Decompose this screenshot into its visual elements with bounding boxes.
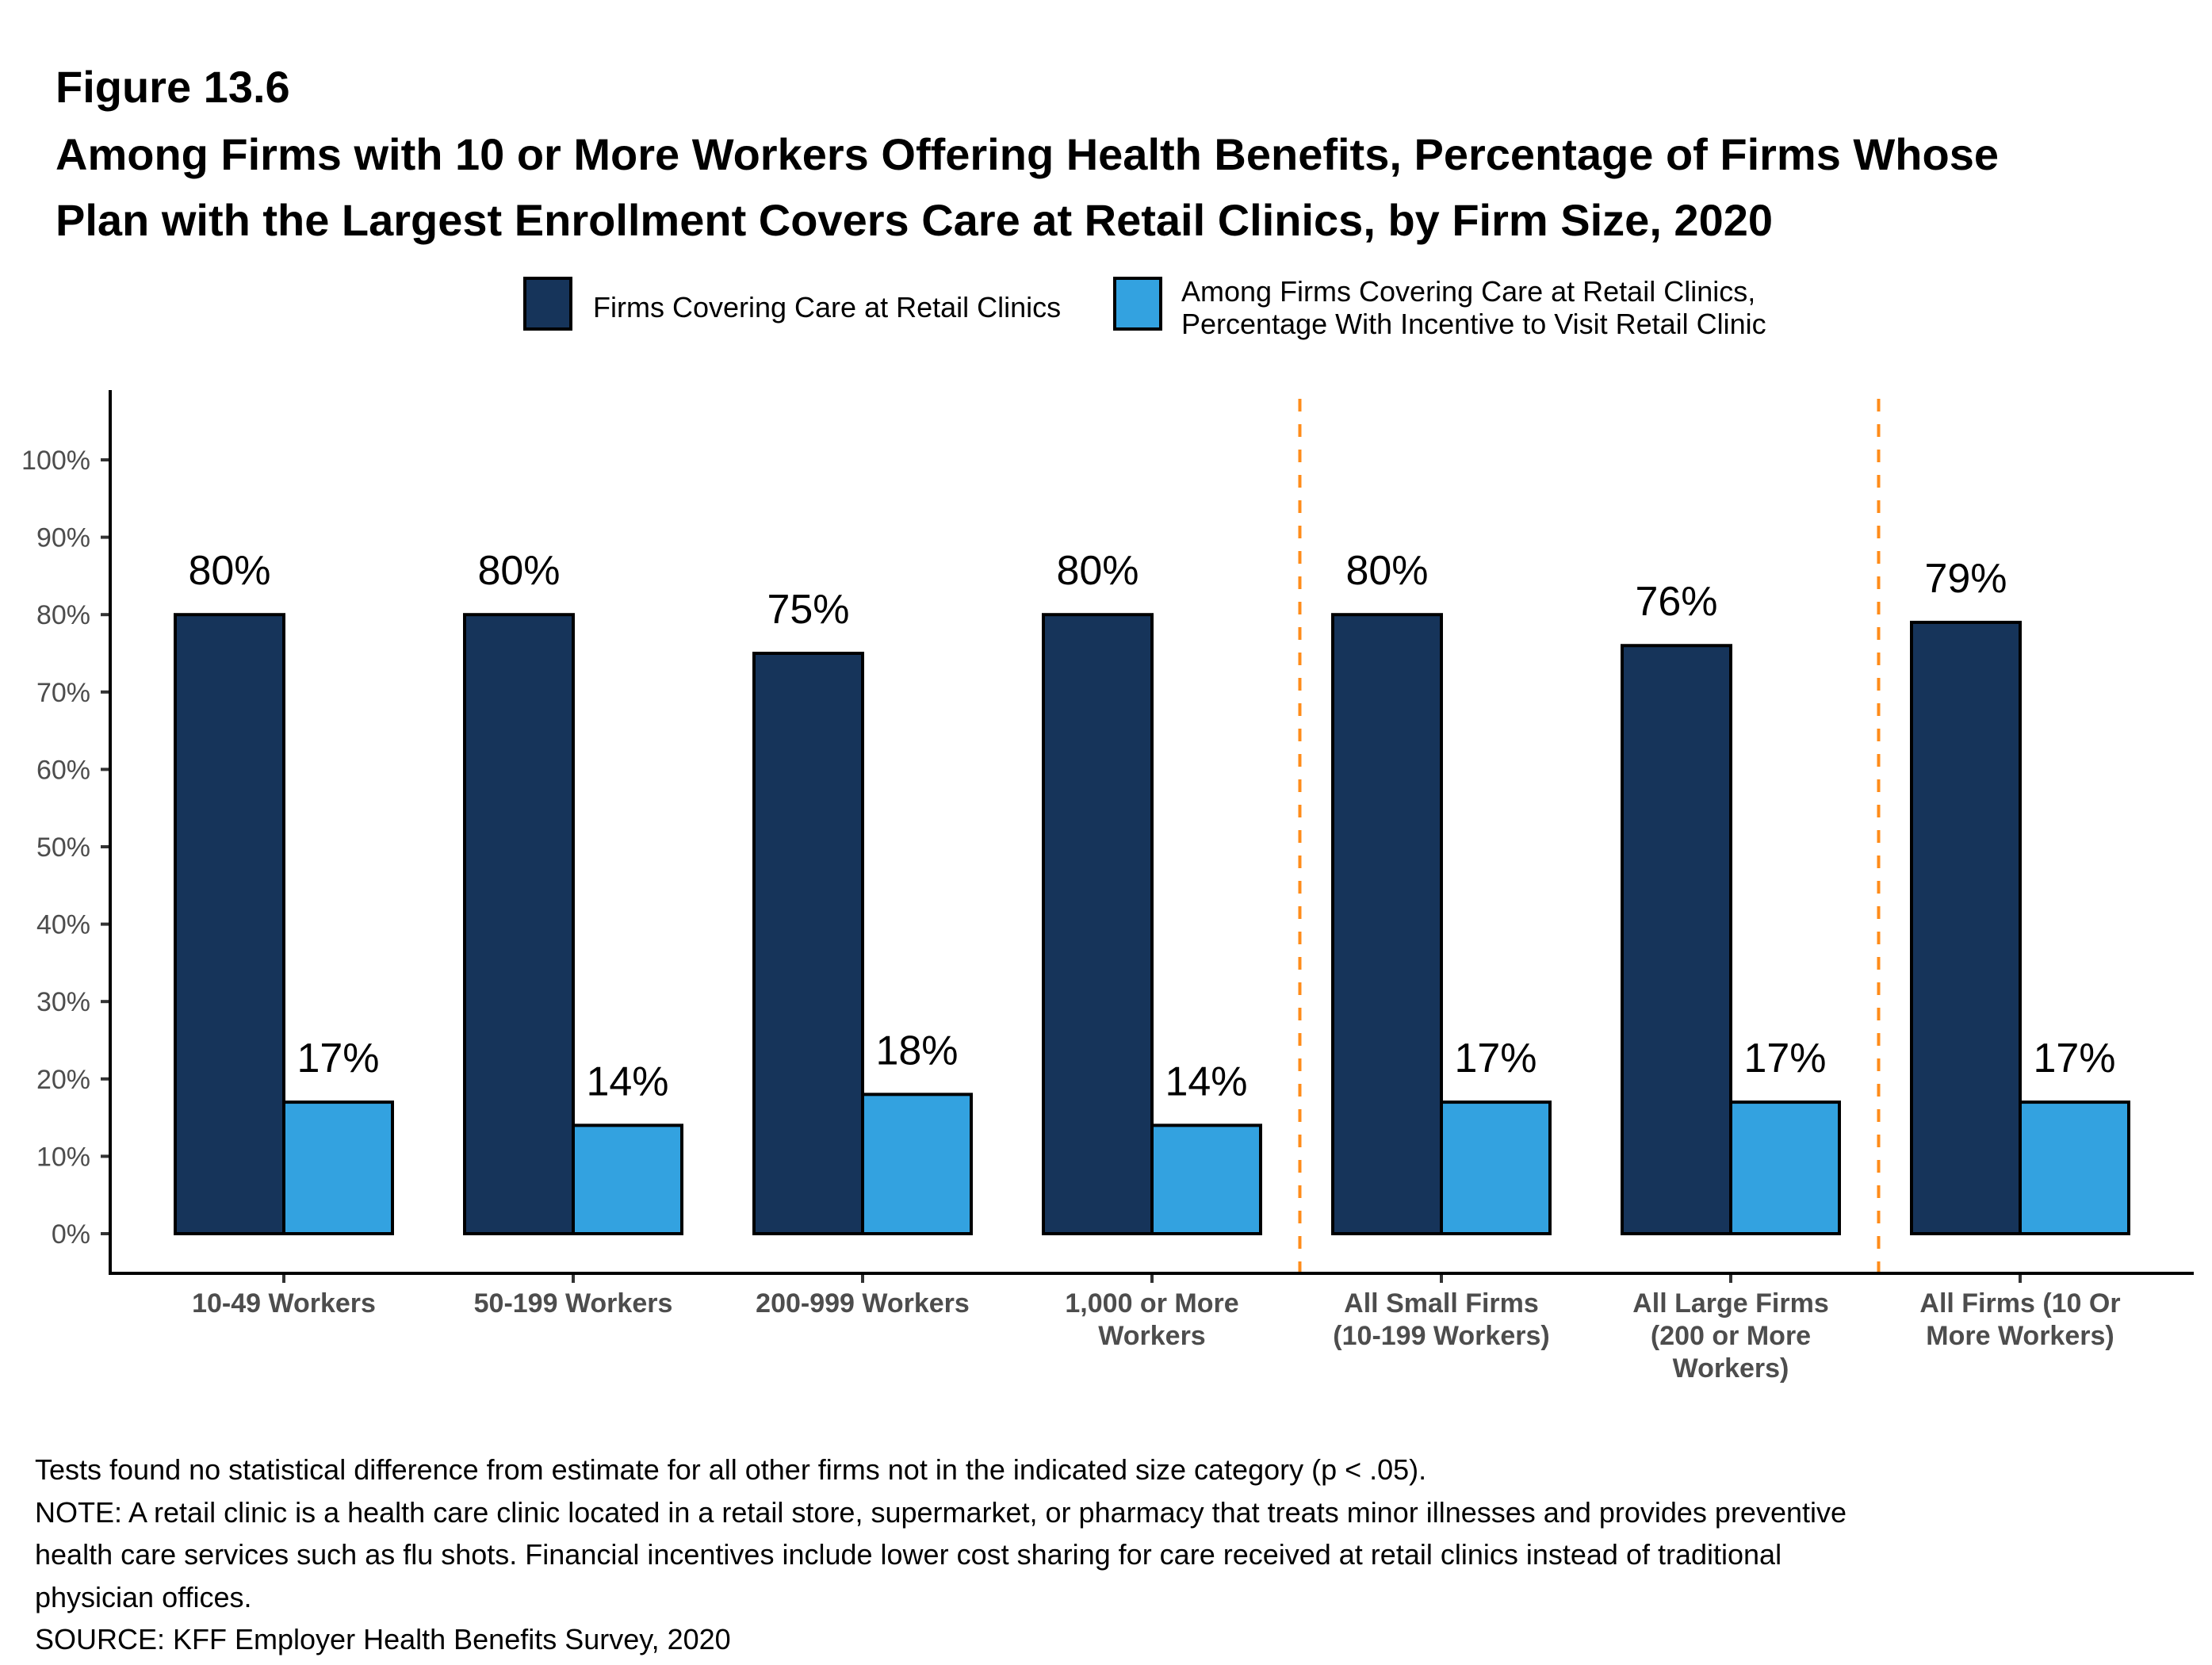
y-tick-label: 30% [36,987,90,1017]
data-label-incentive: 17% [297,1035,379,1081]
x-tick-label: 1,000 or More [1065,1288,1238,1319]
y-tick-label: 40% [36,910,90,940]
bar-incentive [861,1093,973,1235]
data-label-covering-care: 80% [477,548,560,594]
bar-chart: 0% 10% 20% 30% 40% 50% 60% 70% 80% 90% 100% 80% 17% 1… [21,390,2194,1384]
data-label-covering-care: 80% [1056,548,1139,594]
y-tick-label: 70% [36,678,90,708]
y-tick-label: 90% [36,523,90,553]
chart-title-line-2: Plan with the Largest Enrollment Covers … [55,195,1774,245]
bar-covering-care [174,613,285,1235]
footnote-note-line-1: NOTE: A retail clinic is a health care c… [35,1495,1847,1529]
bar-incentive [282,1100,394,1235]
chart-title-line-1: Among Firms with 10 or More Workers Offe… [55,129,1999,179]
bar-incentive [1729,1100,1841,1235]
footnote-significance: Tests found no statistical difference fr… [35,1453,1427,1486]
bar-incentive [572,1123,683,1235]
y-tick-label: 50% [36,832,90,863]
x-tick-label: (10-199 Workers) [1333,1321,1549,1351]
legend-label-line: Among Firms Covering Care at Retail Clin… [1181,275,1756,308]
legend-label-line: Percentage With Incentive to Visit Retai… [1181,308,1766,340]
legend-swatch-light [1113,277,1162,331]
x-tick-label: Workers [1098,1321,1205,1351]
footnote-note-line-3: physician offices. [35,1580,252,1613]
bar-incentive [2019,1100,2130,1235]
bar-covering-care [1910,620,2022,1235]
x-tick-label: 10-49 Workers [192,1288,376,1319]
x-tick-label: 200-999 Workers [756,1288,970,1319]
footnote-note-line-2: health care services such as flu shots. … [35,1538,1782,1571]
bar-incentive [1440,1100,1552,1235]
data-label-incentive: 17% [1743,1035,1826,1081]
y-tick-label: 60% [36,755,90,785]
legend-label-covering: Firms Covering Care at Retail Clinics [593,291,1061,323]
y-tick-label: 20% [36,1065,90,1095]
bar-covering-care [752,652,864,1235]
y-tick-label: 0% [52,1219,90,1250]
data-label-incentive: 14% [586,1058,668,1104]
x-tick-label: More Workers) [1926,1321,2114,1351]
bar-covering-care [1331,613,1443,1235]
figure-label: Figure 13.6 [55,62,290,112]
footnotes: Tests found no statistical difference fr… [35,1449,1847,1661]
bar-covering-care [1042,613,1154,1235]
data-label-covering-care: 76% [1635,579,1717,625]
x-tick-label: 50-199 Workers [474,1288,673,1319]
y-tick-label: 100% [21,446,90,476]
x-tick-label: All Firms (10 Or [1919,1288,2120,1319]
data-label-incentive: 17% [2033,1035,2115,1081]
data-label-incentive: 18% [875,1028,958,1074]
x-tick-label: (200 or More [1651,1321,1811,1351]
x-tick-label: All Small Firms [1344,1288,1539,1319]
data-label-covering-care: 80% [188,548,270,594]
bar-covering-care [1621,644,1732,1235]
data-label-incentive: 17% [1454,1035,1537,1081]
data-label-covering-care: 79% [1924,556,2007,602]
footnote-source: SOURCE: KFF Employer Health Benefits Sur… [35,1623,731,1655]
y-tick-label: 80% [36,600,90,630]
legend-label-incentive: Among Firms Covering Care at Retail Clin… [1181,275,1766,340]
x-tick-label: All Large Firms [1632,1288,1829,1319]
data-label-covering-care: 80% [1345,548,1428,594]
y-tick-label: 10% [36,1142,90,1172]
bar-covering-care [463,613,575,1235]
x-tick-label: Workers) [1673,1353,1789,1384]
bar-incentive [1150,1123,1262,1235]
data-label-incentive: 14% [1165,1058,1247,1104]
data-label-covering-care: 75% [767,587,849,633]
legend-swatch-dark [523,277,572,331]
legend-label-line: Firms Covering Care at Retail Clinics [593,291,1062,323]
